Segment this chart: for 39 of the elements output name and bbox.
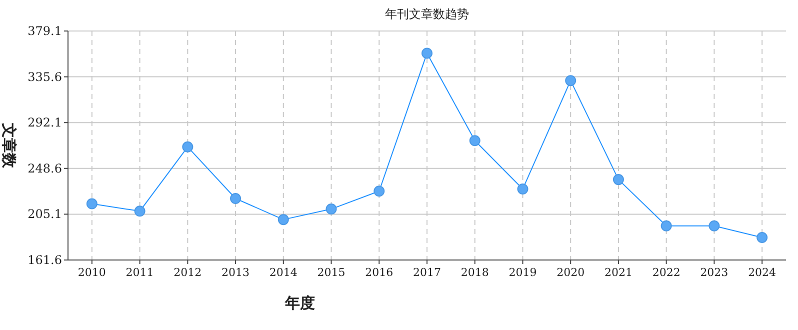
point: [708, 220, 720, 232]
x-tick-label: 2015: [317, 266, 346, 279]
point: [565, 75, 576, 86]
point: [230, 193, 242, 204]
point: [422, 48, 432, 59]
point: [278, 214, 289, 226]
x-tick-label: 2011: [126, 266, 154, 279]
y-tick-label: 379.1: [28, 24, 62, 38]
y-tick-label: 335.6: [28, 70, 62, 84]
y-axis-title: 文章数: [0, 122, 18, 169]
x-tick-label: 2018: [460, 266, 489, 279]
x-tick-label: 2021: [604, 266, 632, 279]
x-tick-label: 2014: [269, 266, 298, 279]
x-axis-title: 年度: [284, 294, 315, 312]
x-tick-label: 2017: [413, 266, 441, 279]
x-tick-label: 2023: [700, 266, 728, 279]
y-tick-label: 205.1: [28, 207, 62, 222]
point: [469, 135, 480, 146]
point: [182, 141, 194, 152]
point: [326, 204, 337, 215]
x-tick-label: 2019: [508, 266, 537, 279]
x-tick-label: 2013: [222, 266, 250, 279]
point: [517, 184, 528, 195]
point: [86, 198, 98, 210]
x-tick-label: 2020: [556, 266, 585, 279]
x-tick-label: 2010: [78, 266, 106, 279]
point: [612, 174, 624, 186]
x-tick-label: 2022: [652, 266, 680, 279]
point: [374, 186, 385, 197]
point: [134, 206, 146, 217]
y-tick-label: 292.1: [28, 116, 62, 130]
x-tick-label: 2024: [748, 266, 776, 279]
chart-title: 年刊文章数趋势: [385, 7, 469, 21]
x-tick-label: 2016: [365, 266, 394, 279]
point: [660, 220, 672, 232]
y-tick-label: 248.6: [28, 161, 62, 176]
point: [756, 232, 768, 243]
x-tick-label: 2012: [174, 266, 202, 279]
y-tick-label: 161.6: [28, 253, 62, 267]
